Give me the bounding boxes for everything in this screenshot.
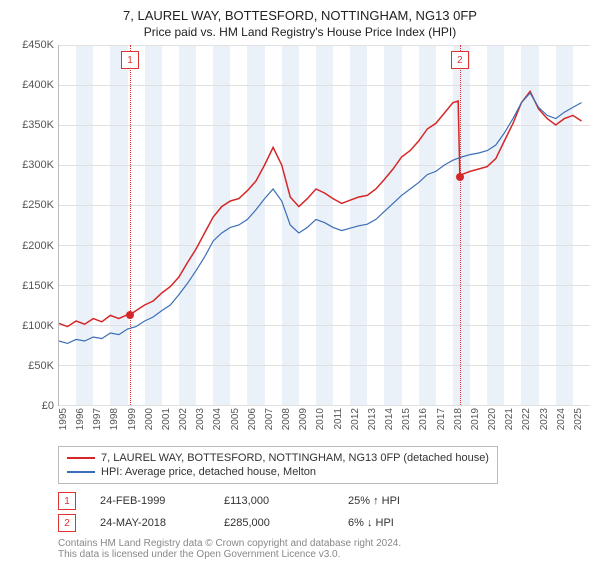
x-tick-label: 2022 bbox=[521, 408, 532, 430]
x-tick-label: 2012 bbox=[350, 408, 361, 430]
x-tick-label: 2021 bbox=[504, 408, 515, 430]
event-marker-box: 1 bbox=[121, 51, 139, 69]
y-tick-label: £300K bbox=[22, 159, 54, 171]
y-tick-label: £0 bbox=[42, 400, 54, 412]
event-row: 2 24-MAY-2018 £285,000 6% ↓ HPI bbox=[58, 512, 590, 534]
plot-area: 12 bbox=[58, 45, 590, 406]
x-tick-label: 1995 bbox=[58, 408, 69, 430]
x-tick-label: 2017 bbox=[436, 408, 447, 430]
x-tick-label: 1997 bbox=[92, 408, 103, 430]
x-tick-label: 2014 bbox=[384, 408, 395, 430]
x-tick-label: 2002 bbox=[178, 408, 189, 430]
y-tick-label: £100K bbox=[22, 320, 54, 332]
event-table: 1 24-FEB-1999 £113,000 25% ↑ HPI 2 24-MAY-201… bbox=[58, 490, 590, 534]
chart-subtitle: Price paid vs. HM Land Registry's House … bbox=[10, 25, 590, 39]
x-tick-label: 2004 bbox=[212, 408, 223, 430]
y-tick-label: £150K bbox=[22, 280, 54, 292]
legend-swatch bbox=[67, 457, 95, 459]
x-tick-label: 2016 bbox=[418, 408, 429, 430]
event-delta: 25% ↑ HPI bbox=[348, 495, 448, 507]
y-tick-label: £50K bbox=[28, 360, 54, 372]
x-tick-label: 2015 bbox=[401, 408, 412, 430]
event-dot bbox=[456, 173, 464, 181]
footnote-line-2: This data is licensed under the Open Gov… bbox=[58, 549, 590, 560]
x-tick-label: 2010 bbox=[315, 408, 326, 430]
legend-row: HPI: Average price, detached house, Melt… bbox=[67, 465, 489, 479]
legend-label: 7, LAUREL WAY, BOTTESFORD, NOTTINGHAM, N… bbox=[101, 452, 489, 464]
y-tick-label: £200K bbox=[22, 240, 54, 252]
series-line-hpi bbox=[59, 93, 581, 343]
event-date: 24-MAY-2018 bbox=[100, 517, 200, 529]
x-tick-label: 2007 bbox=[264, 408, 275, 430]
event-number-box: 1 bbox=[58, 492, 76, 510]
y-axis: £0£50K£100K£150K£200K£250K£300K£350K£400… bbox=[10, 45, 58, 406]
event-price: £285,000 bbox=[224, 517, 324, 529]
footnote-line-1: Contains HM Land Registry data © Crown c… bbox=[58, 538, 590, 549]
legend: 7, LAUREL WAY, BOTTESFORD, NOTTINGHAM, N… bbox=[58, 446, 498, 484]
x-tick-label: 2009 bbox=[298, 408, 309, 430]
x-tick-label: 2018 bbox=[453, 408, 464, 430]
x-tick-label: 2020 bbox=[487, 408, 498, 430]
x-tick-label: 2025 bbox=[573, 408, 584, 430]
event-delta: 6% ↓ HPI bbox=[348, 517, 448, 529]
event-marker-box: 2 bbox=[451, 51, 469, 69]
x-tick-label: 2023 bbox=[539, 408, 550, 430]
series-line-price_paid bbox=[59, 91, 581, 326]
event-dot bbox=[126, 311, 134, 319]
series-svg bbox=[59, 45, 590, 405]
event-date: 24-FEB-1999 bbox=[100, 495, 200, 507]
chart-title: 7, LAUREL WAY, BOTTESFORD, NOTTINGHAM, N… bbox=[10, 8, 590, 23]
x-tick-label: 2019 bbox=[470, 408, 481, 430]
chart-container: 7, LAUREL WAY, BOTTESFORD, NOTTINGHAM, N… bbox=[0, 0, 600, 564]
x-tick-label: 2005 bbox=[230, 408, 241, 430]
x-tick-label: 2024 bbox=[556, 408, 567, 430]
event-row: 1 24-FEB-1999 £113,000 25% ↑ HPI bbox=[58, 490, 590, 512]
x-tick-label: 1998 bbox=[109, 408, 120, 430]
y-tick-label: £400K bbox=[22, 79, 54, 91]
x-tick-label: 2008 bbox=[281, 408, 292, 430]
legend-swatch bbox=[67, 471, 95, 473]
event-number-box: 2 bbox=[58, 514, 76, 532]
legend-label: HPI: Average price, detached house, Melt… bbox=[101, 466, 316, 478]
x-tick-label: 2001 bbox=[161, 408, 172, 430]
plot-row: £0£50K£100K£150K£200K£250K£300K£350K£400… bbox=[10, 45, 590, 406]
y-tick-label: £250K bbox=[22, 199, 54, 211]
x-tick-label: 1996 bbox=[75, 408, 86, 430]
x-tick-label: 2006 bbox=[247, 408, 258, 430]
event-price: £113,000 bbox=[224, 495, 324, 507]
x-tick-label: 2003 bbox=[195, 408, 206, 430]
x-tick-label: 2000 bbox=[144, 408, 155, 430]
x-tick-label: 1999 bbox=[127, 408, 138, 430]
y-tick-label: £350K bbox=[22, 119, 54, 131]
legend-row: 7, LAUREL WAY, BOTTESFORD, NOTTINGHAM, N… bbox=[67, 451, 489, 465]
x-tick-label: 2011 bbox=[333, 408, 344, 430]
x-axis: 1995 1996 1997 1998 1999 2000 2001 2002 2003 2004… bbox=[58, 406, 590, 442]
y-tick-label: £450K bbox=[22, 39, 54, 51]
x-tick-label: 2013 bbox=[367, 408, 378, 430]
